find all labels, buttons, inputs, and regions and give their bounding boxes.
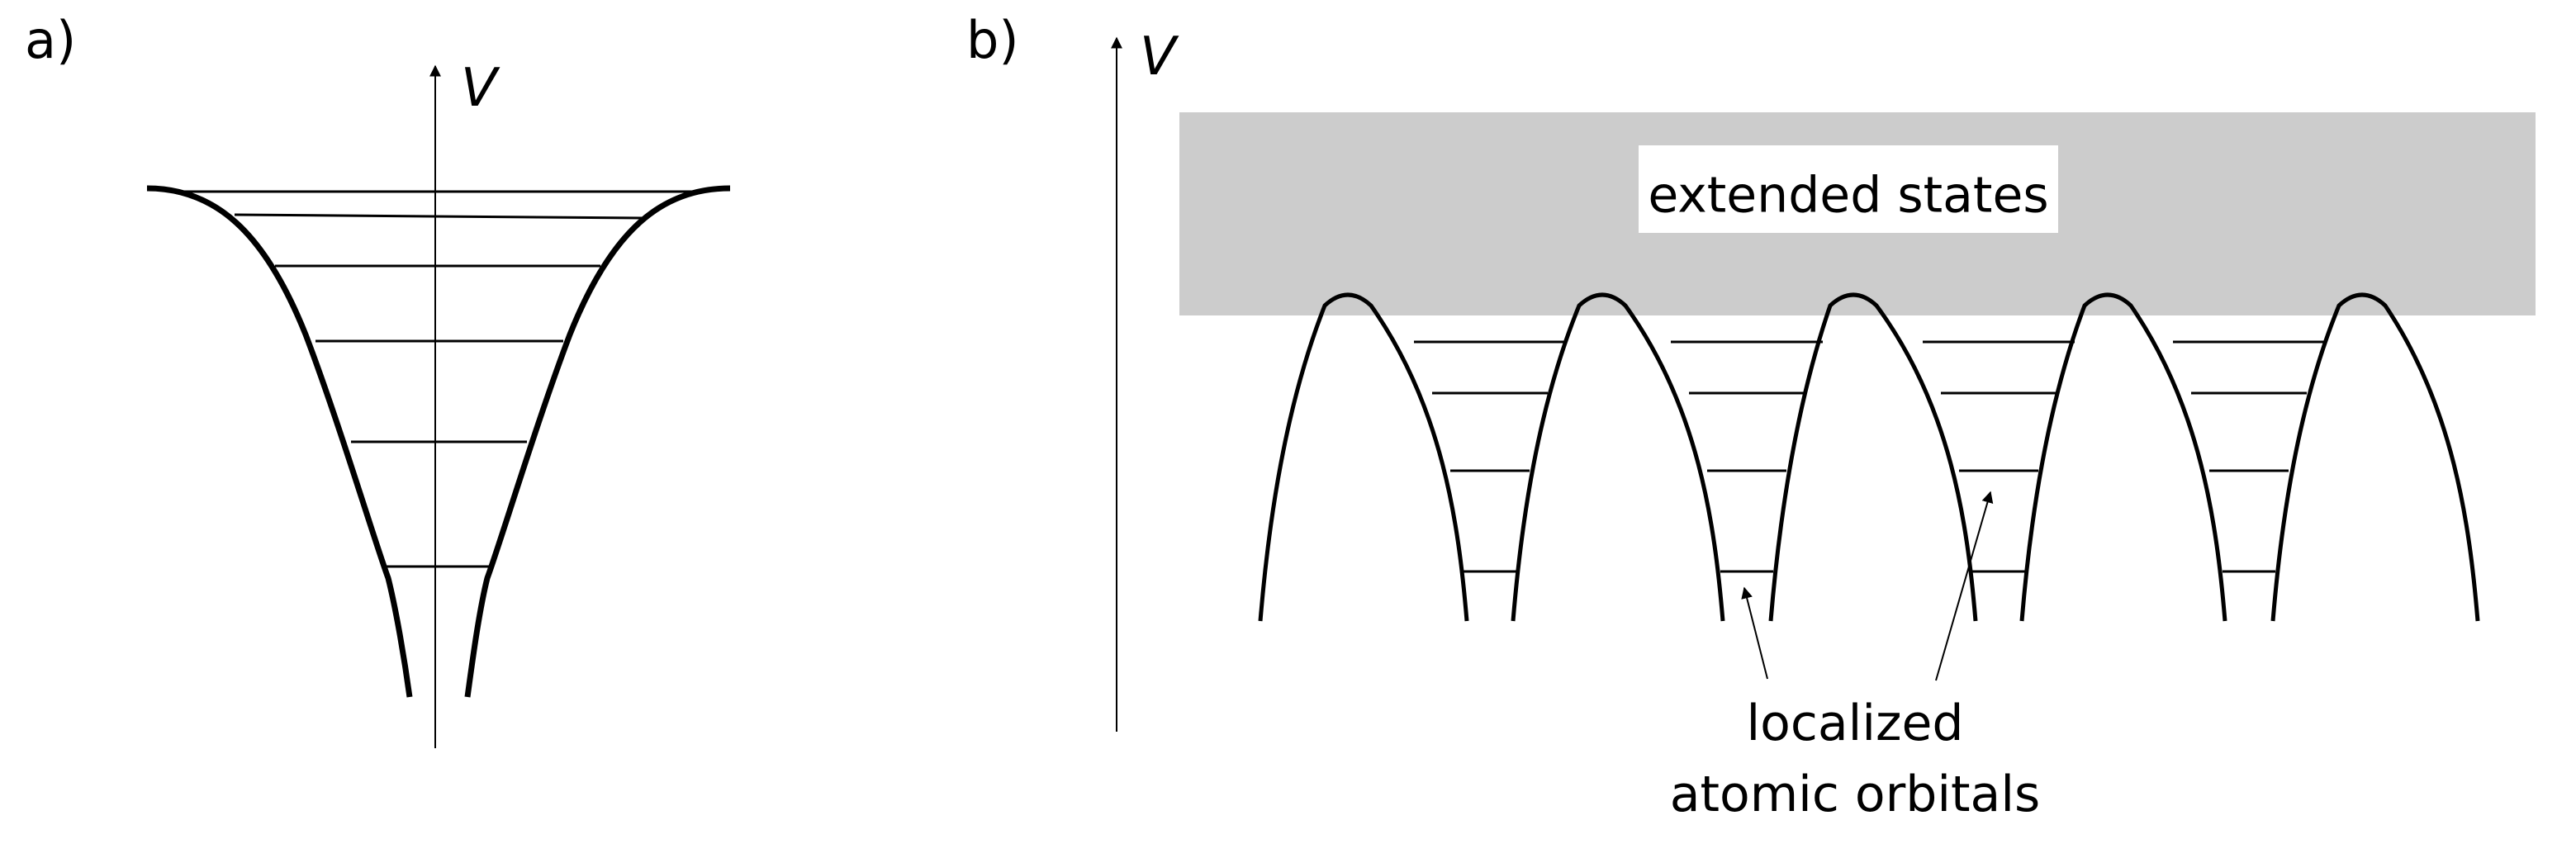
- potential-hump-2: [1511, 292, 1725, 622]
- potential-hump-4: [2019, 292, 2227, 622]
- panel-b: b) V extended states localized atomic or…: [966, 10, 2536, 823]
- extended-states-label: extended states: [1648, 167, 2048, 225]
- extended-states-label-box: [1639, 145, 2058, 233]
- potential-hump-1: [1258, 292, 1469, 622]
- panel-b-axis-label: V: [1140, 26, 1179, 88]
- panel-b-label: b): [966, 10, 1019, 70]
- potential-hump-3: [1768, 292, 1978, 622]
- annotation-arrow-left: [1741, 586, 1768, 680]
- annotation-text-line1: localized: [1747, 695, 1964, 752]
- panel-a-label: a): [25, 10, 76, 70]
- panel-a-energy-levels: [182, 190, 699, 568]
- potential-hump-5: [2270, 292, 2480, 622]
- panel-a-level-2: [234, 213, 643, 220]
- panel-a-axis-label: V: [461, 58, 500, 119]
- panel-a: a) V: [25, 10, 731, 748]
- annotation-arrow-right: [1935, 491, 1994, 681]
- panel-a-potential-right: [464, 185, 731, 698]
- panel-a-potential-left: [146, 185, 413, 698]
- periodic-potential: [1258, 292, 2480, 622]
- annotation-text-line2: atomic orbitals: [1670, 766, 2041, 823]
